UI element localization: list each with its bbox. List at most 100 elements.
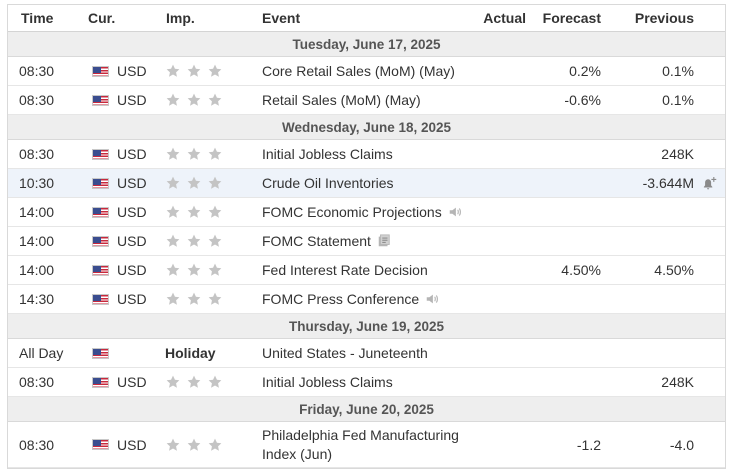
currency-code: USD	[117, 204, 147, 220]
event-forecast: -0.6%	[564, 92, 601, 108]
table-row[interactable]: 08:30 USD Initial Jobless Claims 248K	[8, 368, 725, 397]
header-forecast[interactable]: Forecast	[542, 10, 601, 26]
event-name-text[interactable]: Initial Jobless Claims	[262, 145, 393, 162]
star-icon	[207, 291, 223, 307]
header-actual[interactable]: Actual	[483, 10, 526, 26]
speaker-icon[interactable]	[425, 292, 439, 306]
event-time: 14:00	[19, 233, 55, 249]
star-icon	[186, 63, 202, 79]
star-icon	[165, 374, 181, 390]
us-flag-icon	[92, 94, 109, 106]
event-currency: USD	[80, 437, 154, 453]
header-currency[interactable]: Cur.	[88, 10, 116, 26]
event-name[interactable]: FOMC Statement	[252, 232, 462, 251]
importance-stars	[165, 146, 223, 162]
star-icon	[207, 63, 223, 79]
event-forecast: 4.50%	[561, 262, 601, 278]
table-row[interactable]: 08:30 USD Retail Sales (MoM) (May) -0.6% 0.1…	[8, 86, 725, 115]
table-row[interactable]: 10:30 USD Crude Oil Inventories -3.644M	[8, 169, 725, 198]
event-currency: USD	[80, 233, 154, 249]
date-row: Thursday, June 19, 2025	[8, 314, 725, 339]
event-time: 08:30	[19, 92, 55, 108]
event-name-text[interactable]: United States - Juneteenth	[262, 344, 428, 361]
star-icon	[165, 146, 181, 162]
event-name-text[interactable]: Crude Oil Inventories	[262, 174, 394, 191]
event-currency: USD	[80, 204, 154, 220]
event-currency: USD	[80, 63, 154, 79]
speaker-icon[interactable]	[448, 205, 462, 219]
event-currency: USD	[80, 262, 154, 278]
star-icon	[165, 63, 181, 79]
us-flag-icon	[92, 439, 109, 450]
star-icon	[207, 204, 223, 220]
us-flag-icon	[92, 347, 109, 359]
event-name[interactable]: Core Retail Sales (MoM) (May)	[252, 62, 462, 81]
event-name-text[interactable]: Retail Sales (MoM) (May)	[262, 91, 421, 108]
event-name-text[interactable]: Fed Interest Rate Decision	[262, 261, 428, 278]
currency-code: USD	[117, 233, 147, 249]
event-previous: 0.1%	[662, 92, 694, 108]
star-icon	[186, 437, 202, 453]
star-icon	[186, 374, 202, 390]
table-row[interactable]: All Day Holiday United States - Juneteenth	[8, 339, 725, 368]
header-event[interactable]: Event	[262, 9, 301, 26]
event-time: 08:30	[19, 63, 55, 79]
event-forecast: 0.2%	[569, 63, 601, 79]
us-flag-icon	[92, 376, 109, 388]
event-time: 14:00	[19, 204, 55, 220]
event-name[interactable]: Fed Interest Rate Decision	[252, 261, 462, 280]
currency-code: USD	[117, 175, 147, 191]
bell-plus-icon[interactable]	[702, 176, 717, 191]
event-importance	[154, 437, 252, 453]
table-row[interactable]: 08:30 USD Core Retail Sales (MoM) (May) 0.2…	[8, 57, 725, 86]
event-currency: USD	[80, 146, 154, 162]
table-row[interactable]: 08:30 USD Initial Jobless Claims 248K	[8, 140, 725, 169]
star-icon	[186, 291, 202, 307]
document-icon[interactable]	[377, 234, 391, 248]
event-name-text[interactable]: Initial Jobless Claims	[262, 373, 393, 390]
event-previous: 0.1%	[662, 63, 694, 79]
table-row[interactable]: 14:30 USD FOMC Press Conference	[8, 285, 725, 314]
table-row[interactable]: 08:30 USD Philadelphia Fed Manufacturing I…	[8, 422, 725, 468]
star-icon	[186, 175, 202, 191]
star-icon	[165, 92, 181, 108]
event-time: 08:30	[19, 374, 55, 390]
event-name[interactable]: Initial Jobless Claims	[252, 373, 462, 392]
event-name[interactable]: United States - Juneteenth	[252, 344, 462, 363]
header-time[interactable]: Time	[21, 10, 54, 26]
event-name-text[interactable]: FOMC Statement	[262, 232, 371, 249]
event-name[interactable]: Retail Sales (MoM) (May)	[252, 91, 462, 110]
table-row[interactable]: 14:00 USD FOMC Statement	[8, 227, 725, 256]
header-previous[interactable]: Previous	[634, 10, 694, 26]
event-time: All Day	[19, 345, 64, 361]
event-time: 08:30	[19, 146, 55, 162]
event-name[interactable]: Philadelphia Fed Manufacturing Index (Ju…	[252, 426, 462, 464]
event-name[interactable]: Crude Oil Inventories	[252, 174, 462, 193]
table-row[interactable]: 14:00 USD FOMC Economic Projections	[8, 198, 725, 227]
importance-stars	[165, 175, 223, 191]
header-importance[interactable]: Imp.	[166, 10, 195, 26]
event-time: 08:30	[19, 436, 55, 453]
event-name-text[interactable]: Philadelphia Fed Manufacturing Index (Ju…	[262, 426, 459, 462]
event-name[interactable]: FOMC Economic Projections	[252, 203, 462, 222]
event-importance	[154, 233, 252, 249]
star-icon	[186, 204, 202, 220]
event-name-text[interactable]: Core Retail Sales (MoM) (May)	[262, 62, 455, 79]
currency-code: USD	[117, 63, 147, 79]
event-name-text[interactable]: FOMC Press Conference	[262, 290, 420, 307]
event-name[interactable]: Initial Jobless Claims	[252, 145, 462, 164]
star-icon	[207, 92, 223, 108]
star-icon	[165, 262, 181, 278]
table-row[interactable]: 14:00 USD Fed Interest Rate Decision 4.50% 4…	[8, 256, 725, 285]
us-flag-icon	[92, 148, 109, 160]
star-icon	[165, 233, 181, 249]
importance-stars	[165, 204, 223, 220]
event-importance	[154, 92, 252, 108]
event-importance	[154, 146, 252, 162]
event-name-text[interactable]: FOMC Economic Projections	[262, 203, 442, 220]
event-time: 14:30	[19, 291, 55, 307]
us-flag-icon	[92, 293, 109, 305]
date-row: Wednesday, June 18, 2025	[8, 115, 725, 140]
event-name[interactable]: FOMC Press Conference	[252, 290, 462, 309]
star-icon	[207, 175, 223, 191]
